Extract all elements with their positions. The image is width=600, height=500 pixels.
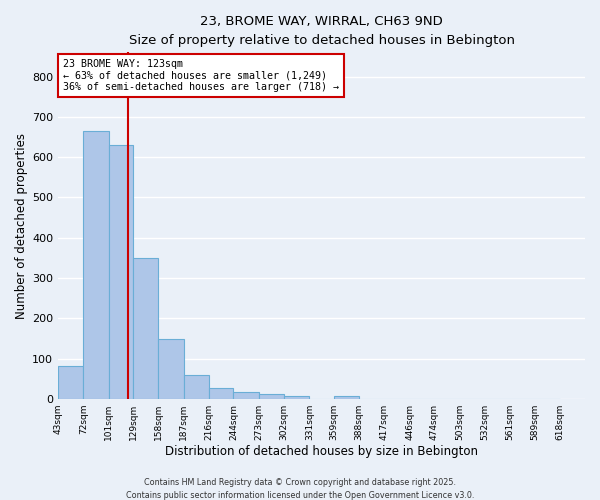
Title: 23, BROME WAY, WIRRAL, CH63 9ND
Size of property relative to detached houses in : 23, BROME WAY, WIRRAL, CH63 9ND Size of … [128, 15, 515, 47]
Bar [58, 366, 83, 399]
Bar [83, 131, 109, 399]
Bar [284, 396, 310, 399]
X-axis label: Distribution of detached houses by size in Bebington: Distribution of detached houses by size … [165, 444, 478, 458]
Bar [184, 375, 209, 399]
Bar [209, 388, 233, 399]
Text: 23 BROME WAY: 123sqm
← 63% of detached houses are smaller (1,249)
36% of semi-de: 23 BROME WAY: 123sqm ← 63% of detached h… [64, 60, 340, 92]
Bar [158, 340, 184, 399]
Bar [109, 145, 133, 399]
Bar [334, 396, 359, 399]
Bar [259, 394, 284, 399]
Text: Contains HM Land Registry data © Crown copyright and database right 2025.
Contai: Contains HM Land Registry data © Crown c… [126, 478, 474, 500]
Bar [233, 392, 259, 399]
Bar [133, 258, 158, 399]
Y-axis label: Number of detached properties: Number of detached properties [15, 132, 28, 318]
